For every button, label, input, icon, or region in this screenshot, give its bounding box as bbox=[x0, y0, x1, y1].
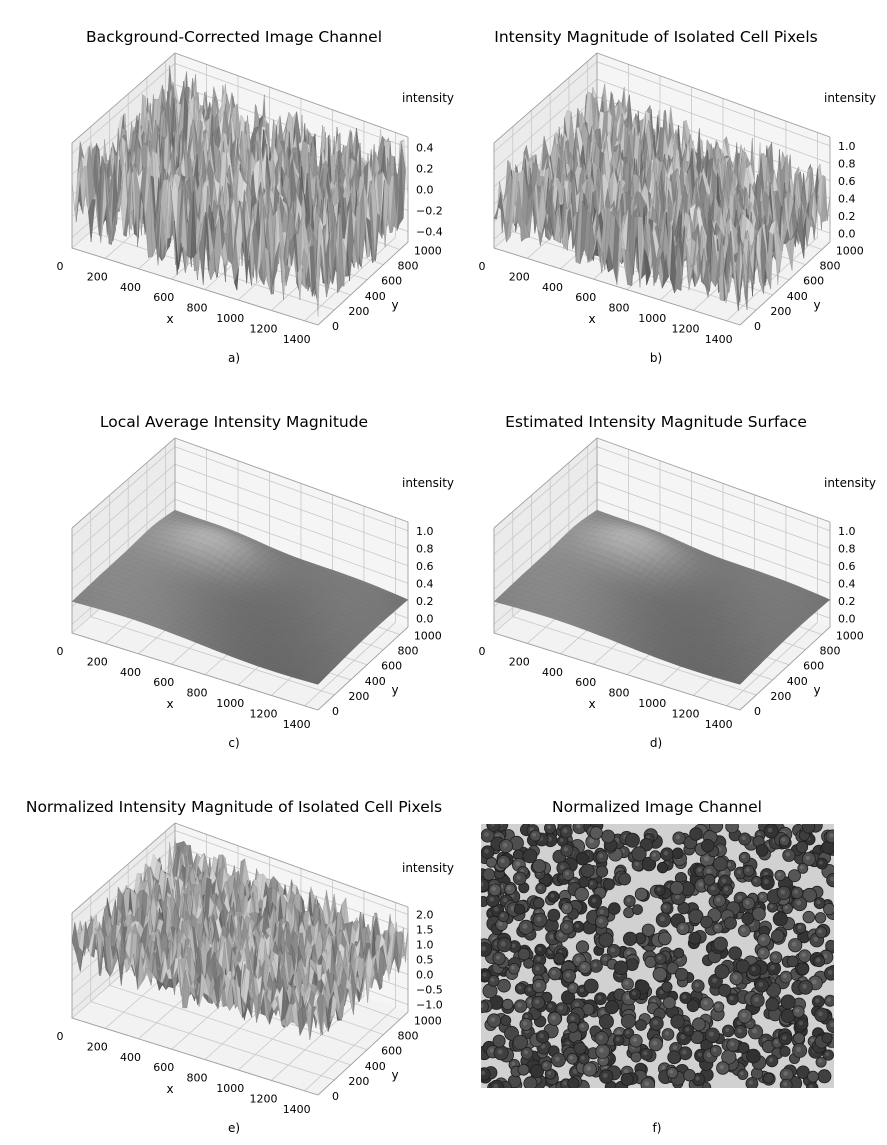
x-axis-label: x bbox=[588, 312, 595, 326]
z-tick-label: 0.2 bbox=[416, 163, 434, 176]
y-tick-label: 200 bbox=[348, 305, 369, 318]
surface bbox=[71, 65, 409, 317]
x-tick-label: 0 bbox=[479, 260, 486, 273]
y-tick-label: 600 bbox=[381, 275, 402, 288]
y-tick-label: 800 bbox=[819, 260, 840, 273]
y-tick-label: 200 bbox=[770, 305, 791, 318]
y-tick-label: 1000 bbox=[414, 245, 442, 258]
z-axis-label: intensity bbox=[824, 91, 876, 105]
z-tick-label: 0.0 bbox=[416, 184, 434, 197]
y-tick-label: 0 bbox=[332, 320, 339, 333]
panels-container: Background-Corrected Image Channel a) 0 200… bbox=[26, 28, 876, 1135]
panel-1: Background-Corrected Image Channel a) 0 200… bbox=[57, 28, 455, 365]
x-tick-label: 1200 bbox=[671, 322, 699, 335]
x-tick-label: 200 bbox=[87, 270, 108, 283]
x-tick-label: 600 bbox=[575, 291, 596, 304]
chart-title: Intensity Magnitude of Isolated Cell Pix… bbox=[494, 28, 817, 46]
panel-2: Intensity Magnitude of Isolated Cell Pix… bbox=[479, 28, 877, 365]
z-tick-label: 0.6 bbox=[838, 175, 856, 188]
x-axis-label: x bbox=[166, 312, 173, 326]
axis-edge bbox=[71, 143, 319, 326]
z-tick-label: 0.4 bbox=[416, 142, 434, 155]
x-tick-label: 200 bbox=[509, 270, 530, 283]
y-tick-label: 800 bbox=[397, 260, 418, 273]
chart-title: Local Average Intensity Magnitude bbox=[100, 413, 368, 431]
x-tick-label: 400 bbox=[542, 281, 563, 294]
x-tick-label: 800 bbox=[608, 302, 629, 315]
x-tick-label: 1200 bbox=[249, 322, 277, 335]
z-tick-label: 0.0 bbox=[838, 227, 856, 240]
z-tick-label: 0.4 bbox=[838, 192, 856, 205]
z-axis-label: intensity bbox=[402, 91, 454, 105]
x-tick-label: 1400 bbox=[705, 333, 733, 346]
x-tick-label: 600 bbox=[153, 291, 174, 304]
chart-title: Background-Corrected Image Channel bbox=[86, 28, 382, 46]
panel-3: Local Average Intensity Magnitudec)02004… bbox=[57, 413, 455, 750]
x-tick-label: 400 bbox=[120, 281, 141, 294]
z-tick-label: 0.2 bbox=[838, 210, 856, 223]
axis-edge bbox=[317, 137, 409, 326]
x-tick-label: 800 bbox=[186, 302, 207, 315]
z-tick-label: 1.0 bbox=[838, 140, 856, 153]
x-tick-label: 1400 bbox=[283, 333, 311, 346]
y-tick-label: 0 bbox=[754, 320, 761, 333]
y-axis-label: y bbox=[813, 298, 820, 312]
x-tick-label: 0 bbox=[57, 260, 64, 273]
z-tick-label: 0.8 bbox=[838, 157, 856, 170]
panel-label: b) bbox=[650, 351, 662, 365]
panel-label: c) bbox=[228, 736, 239, 750]
grid-line-x bbox=[304, 237, 396, 322]
panel-label: a) bbox=[228, 351, 240, 365]
z-tick-label: −0.2 bbox=[416, 205, 443, 218]
y-tick-label: 600 bbox=[803, 275, 824, 288]
x-tick-label: 1000 bbox=[216, 312, 244, 325]
x-tick-label: 1000 bbox=[638, 312, 666, 325]
y-axis-label: y bbox=[391, 298, 398, 312]
y-tick-label: 400 bbox=[365, 290, 386, 303]
y-tick-label: 1000 bbox=[836, 245, 864, 258]
y-tick-label: 400 bbox=[787, 290, 808, 303]
z-tick-label: −0.4 bbox=[416, 226, 443, 239]
